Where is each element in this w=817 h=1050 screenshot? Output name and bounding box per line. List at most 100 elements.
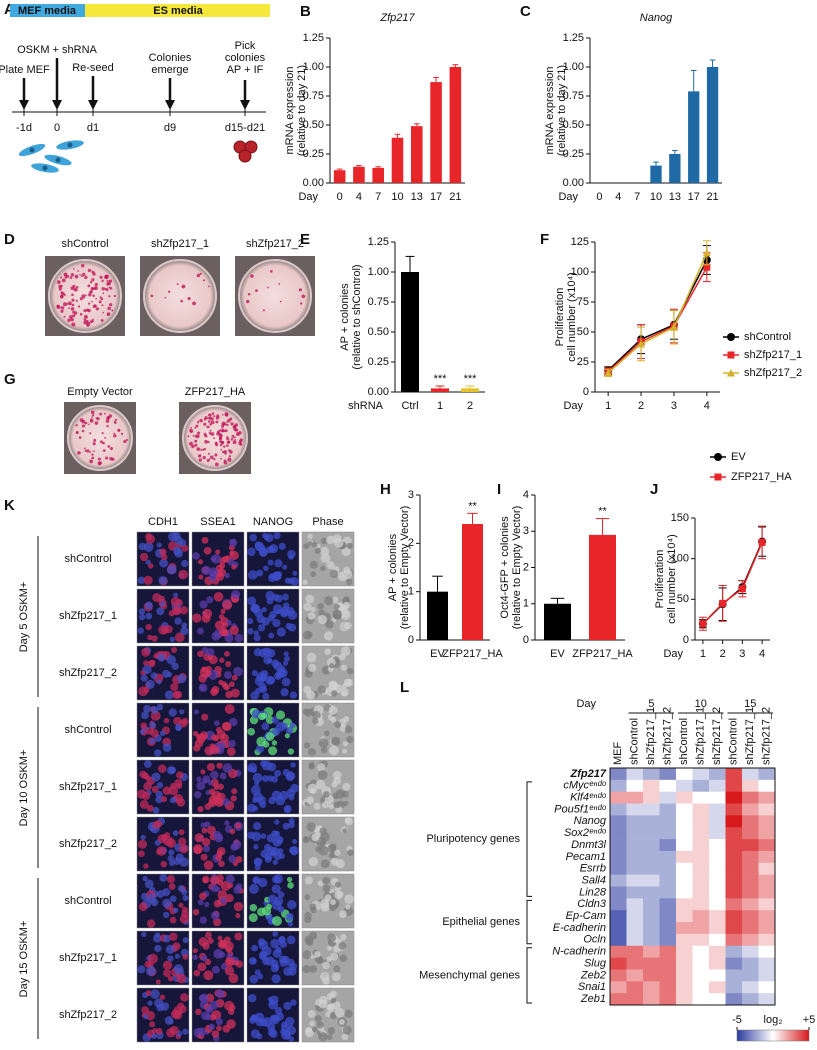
cell bbox=[216, 762, 223, 769]
heatmap-cell bbox=[659, 981, 677, 994]
cell bbox=[143, 542, 154, 552]
cell bbox=[278, 936, 286, 944]
cell bbox=[272, 859, 279, 865]
cell bbox=[138, 850, 145, 858]
cell bbox=[303, 742, 311, 749]
cell bbox=[250, 1014, 259, 1023]
event-label: colonies bbox=[225, 52, 266, 64]
marker bbox=[714, 453, 722, 461]
y-tick-label: 1.25 bbox=[303, 32, 324, 44]
heatmap-cell bbox=[610, 993, 627, 1006]
cell bbox=[154, 944, 162, 953]
cell bbox=[261, 775, 269, 783]
cell bbox=[326, 535, 335, 545]
cell bbox=[283, 804, 292, 813]
cell bbox=[211, 631, 221, 641]
heatmap-cell bbox=[758, 791, 776, 804]
heatmap-cell bbox=[742, 839, 759, 852]
heatmap-cell bbox=[758, 981, 776, 994]
cell bbox=[256, 1033, 263, 1040]
x-tick-label: 17 bbox=[430, 191, 442, 203]
cell bbox=[229, 625, 239, 635]
colony bbox=[100, 318, 104, 322]
heatmap-cell bbox=[676, 874, 693, 887]
cell bbox=[142, 665, 152, 675]
cell bbox=[215, 854, 223, 862]
x-axis-label: shRNA bbox=[348, 400, 384, 412]
bar bbox=[449, 67, 462, 183]
heatmap-cell bbox=[725, 910, 743, 923]
cell bbox=[328, 705, 338, 715]
colony bbox=[85, 294, 87, 297]
heatmap-cell bbox=[643, 886, 660, 899]
colony bbox=[208, 431, 212, 435]
marker bbox=[727, 333, 735, 341]
colony bbox=[202, 448, 205, 451]
cell bbox=[277, 668, 288, 678]
colony bbox=[80, 275, 83, 278]
heatmap-cell bbox=[659, 969, 677, 982]
cell bbox=[179, 709, 185, 715]
cell bbox=[254, 864, 261, 871]
cell bbox=[282, 822, 290, 830]
colony bbox=[83, 314, 88, 319]
colony bbox=[125, 438, 128, 442]
colony bbox=[86, 321, 91, 326]
cell bbox=[166, 564, 177, 575]
colony bbox=[238, 431, 242, 435]
cell bbox=[302, 964, 311, 974]
cell bbox=[338, 653, 346, 661]
heatmap-cell bbox=[692, 862, 710, 875]
heatmap-cell bbox=[659, 827, 677, 840]
time-label: d15-d21 bbox=[225, 122, 265, 134]
heatmap-cell bbox=[676, 827, 693, 840]
colony bbox=[109, 303, 113, 307]
cell bbox=[156, 679, 162, 685]
cell bbox=[160, 796, 168, 803]
cell bbox=[144, 960, 152, 968]
heatmap-cell bbox=[676, 957, 693, 970]
cell bbox=[215, 549, 221, 555]
heatmap-cell bbox=[626, 886, 644, 899]
cell bbox=[158, 575, 168, 585]
cell bbox=[157, 764, 167, 773]
y-axis-label: (relative to day 21) bbox=[556, 65, 568, 156]
colony bbox=[222, 429, 226, 433]
cell bbox=[283, 651, 289, 657]
cell bbox=[214, 620, 225, 630]
cell bbox=[307, 533, 313, 540]
cell bbox=[289, 691, 298, 699]
cell bbox=[200, 853, 208, 861]
cell bbox=[176, 771, 184, 779]
heatmap-cell bbox=[709, 827, 726, 840]
heatmap-cell bbox=[709, 839, 726, 852]
cell bbox=[265, 956, 275, 966]
colony bbox=[299, 302, 303, 305]
event-label: emerge bbox=[151, 64, 188, 76]
cell bbox=[258, 712, 266, 721]
colony bbox=[109, 446, 114, 451]
cell bbox=[273, 661, 283, 671]
cell bbox=[225, 690, 233, 699]
cell bbox=[268, 746, 278, 756]
cell bbox=[271, 716, 280, 724]
heatmap-cell bbox=[692, 993, 710, 1006]
cell bbox=[302, 950, 312, 960]
colony bbox=[200, 448, 203, 452]
colony bbox=[79, 418, 84, 423]
cell bbox=[247, 617, 254, 625]
event-label: OSKM + shRNA bbox=[17, 44, 97, 56]
colony bbox=[84, 449, 87, 452]
heatmap-cell bbox=[692, 839, 710, 852]
cell bbox=[168, 849, 175, 856]
colony bbox=[123, 439, 127, 444]
colony bbox=[97, 457, 101, 461]
cell bbox=[271, 974, 281, 984]
cell bbox=[201, 1011, 210, 1021]
colony bbox=[88, 423, 90, 426]
cell bbox=[221, 621, 229, 629]
heatmap-cell bbox=[659, 945, 677, 958]
cell bbox=[217, 939, 228, 950]
cell bbox=[144, 775, 151, 781]
x-axis-label: Day bbox=[563, 400, 583, 412]
